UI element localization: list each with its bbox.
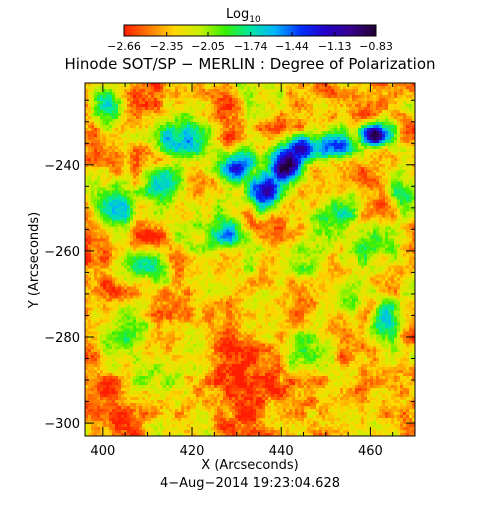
x-axis-label: X (Arcseconds) bbox=[201, 458, 298, 473]
colorbar-tick-label: −2.05 bbox=[191, 40, 225, 53]
timestamp: 4−Aug−2014 19:23:04.628 bbox=[160, 476, 340, 491]
colorbar-tick-label: −0.83 bbox=[359, 40, 393, 53]
heatmap-image bbox=[85, 83, 415, 436]
y-tick-label: −300 bbox=[44, 417, 80, 432]
x-tick-label: 460 bbox=[358, 444, 383, 459]
y-axis: −240 −260 −280 −300 bbox=[44, 99, 415, 432]
x-tick-label: 400 bbox=[90, 444, 115, 459]
colorbar-tick-label: −2.35 bbox=[150, 40, 184, 53]
colorbar-label: Log10 bbox=[226, 7, 261, 25]
colorbar-tick-label: −1.44 bbox=[275, 40, 309, 53]
y-tick-label: −240 bbox=[44, 159, 80, 174]
plot-frame bbox=[84, 82, 416, 437]
colorbar bbox=[123, 24, 377, 37]
x-tick-label: 440 bbox=[269, 444, 294, 459]
y-tick-label: −260 bbox=[44, 245, 80, 260]
colorbar-ticks: −2.66 −2.35 −2.05 −1.74 −1.44 −1.13 −0.83 bbox=[107, 32, 393, 53]
x-tick-label: 420 bbox=[180, 444, 205, 459]
y-axis-label: Y (Arcseconds) bbox=[27, 212, 42, 309]
colorbar-tick-label: −2.66 bbox=[107, 40, 141, 53]
y-tick-label: −280 bbox=[44, 331, 80, 346]
colorbar-tick-label: −1.13 bbox=[318, 40, 352, 53]
colorbar-tick-label: −1.74 bbox=[234, 40, 268, 53]
chart-title: Hinode SOT/SP − MERLIN : Degree of Polar… bbox=[64, 55, 435, 73]
x-axis: 400 420 440 460 bbox=[90, 83, 416, 459]
